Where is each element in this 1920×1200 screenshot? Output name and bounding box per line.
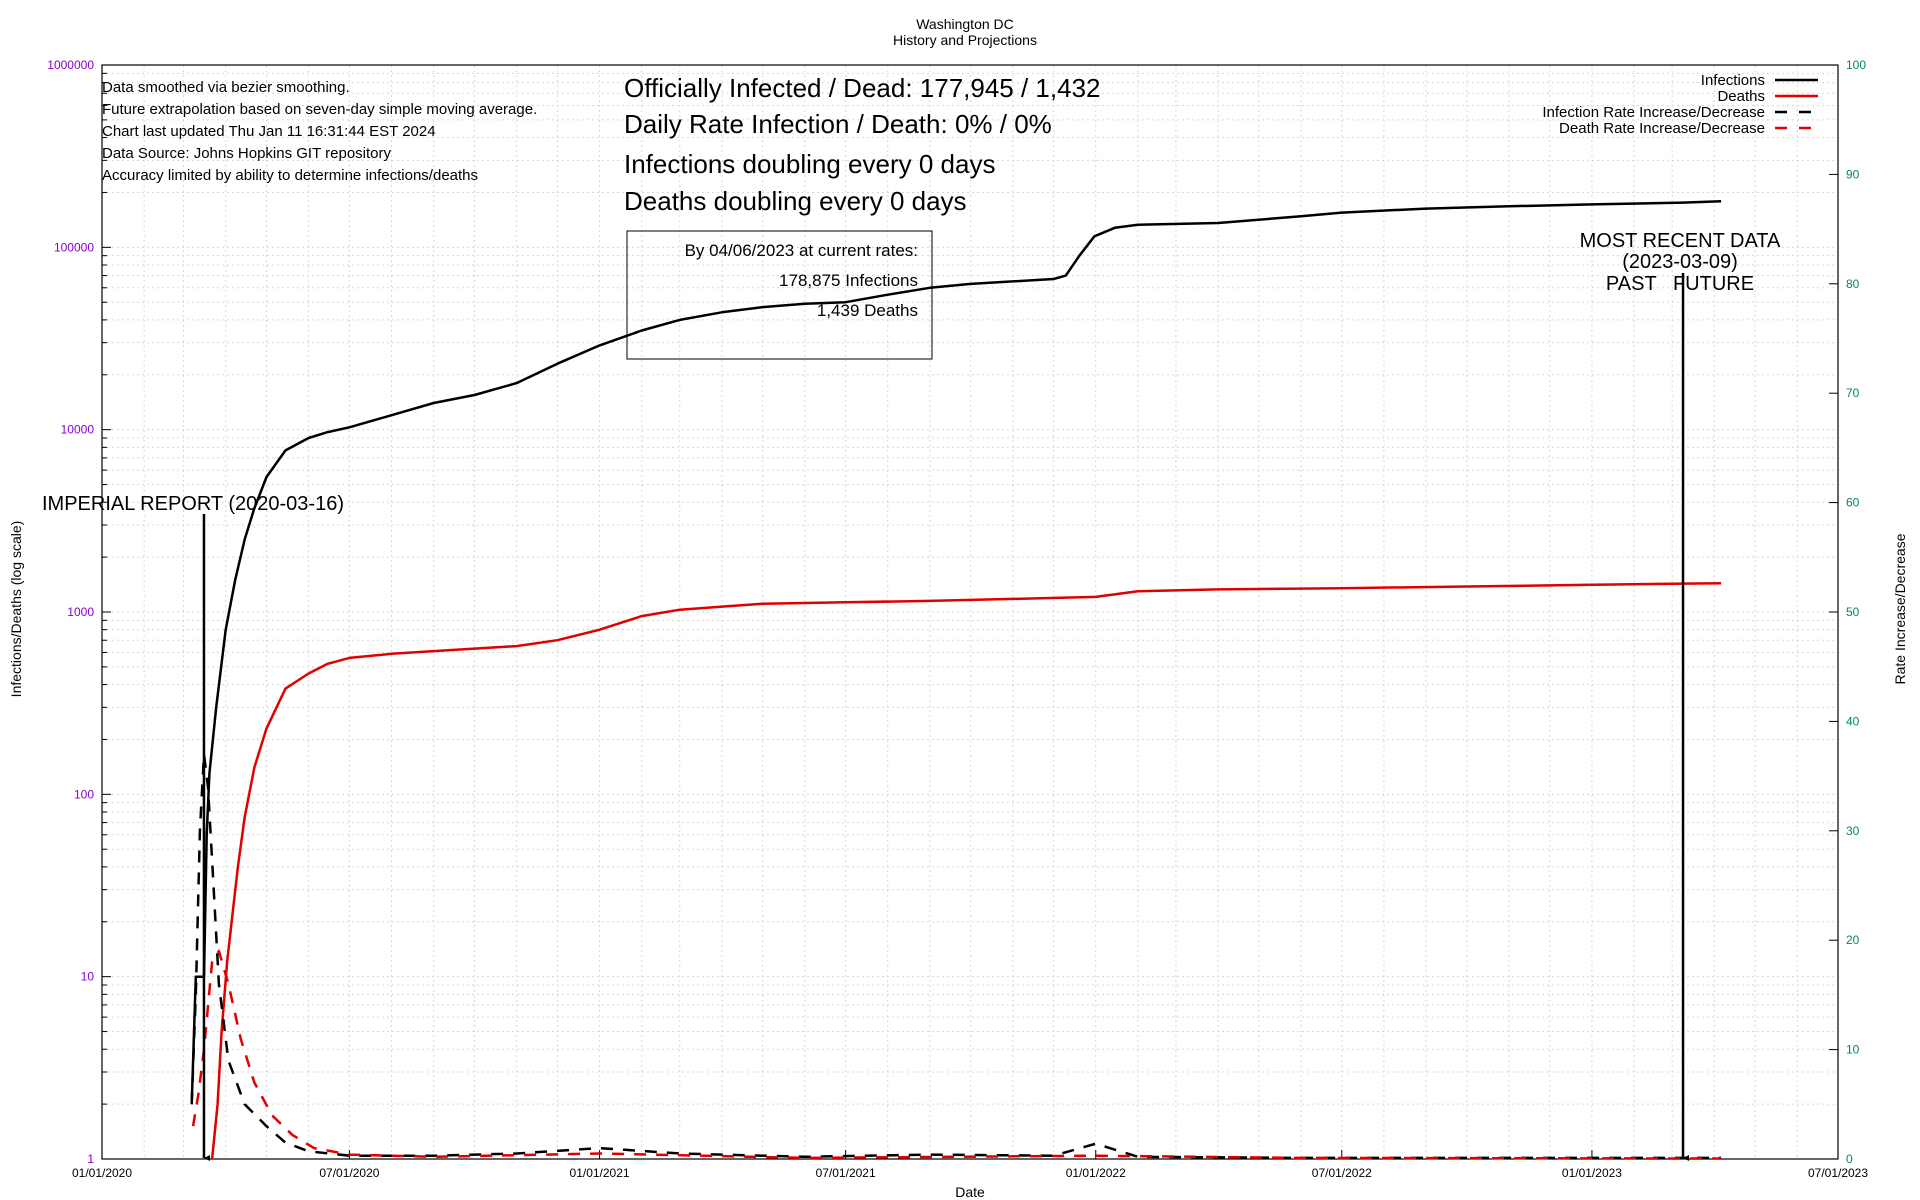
info-line-5: Accuracy limited by ability to determine… <box>102 167 478 184</box>
info-line-3: Chart last updated Thu Jan 11 16:31:44 E… <box>102 123 436 140</box>
x-axis-label: Date <box>955 1184 985 1200</box>
y-right-tick-label: 30 <box>1846 824 1860 838</box>
x-tick-label: 07/01/2020 <box>319 1166 379 1180</box>
info-line-4: Data Source: Johns Hopkins GIT repositor… <box>102 145 392 162</box>
legend-label-death-rate: Death Rate Increase/Decrease <box>1559 120 1765 137</box>
y-left-tick-label: 1000000 <box>47 58 94 72</box>
projection-box <box>626 230 933 360</box>
past-future-label: PAST FUTURE <box>1606 273 1754 295</box>
y-left-tick-label: 10000 <box>61 423 95 437</box>
y-axis-left-label: Infections/Deaths (log scale) <box>8 521 24 698</box>
most-recent-date-label: (2023-03-09) <box>1622 251 1738 273</box>
y-left-tick-label: 1000 <box>67 605 94 619</box>
series-lines <box>190 200 1722 1160</box>
y-left-tick-label: 10 <box>81 970 95 984</box>
tick-labels: 01/01/2020 07/01/2020 01/01/2021 07/01/2021… <box>47 58 1868 1180</box>
deaths-line <box>210 581 1722 1160</box>
y-right-tick-label: 20 <box>1846 933 1860 947</box>
legend-label-infection-rate: Infection Rate Increase/Decrease <box>1542 104 1765 121</box>
headline-daily-rate: Daily Rate Infection / Death: 0% / 0% <box>624 109 1052 139</box>
legend-label-infections: Infections <box>1701 72 1765 89</box>
x-tick-label: 07/01/2021 <box>816 1166 876 1180</box>
y-axis-right-label: Rate Increase/Decrease <box>1892 533 1908 684</box>
x-tick-label: 01/01/2020 <box>72 1166 132 1180</box>
death-rate-line <box>191 949 1722 1160</box>
info-line-1: Data smoothed via bezier smoothing. <box>102 79 350 96</box>
grid <box>102 65 1838 1160</box>
projection-heading: By 04/06/2023 at current rates: <box>685 241 918 260</box>
most-recent-data-label: MOST RECENT DATA <box>1580 230 1781 252</box>
x-tick-label: 01/01/2021 <box>570 1166 630 1180</box>
y-right-tick-label: 60 <box>1846 496 1860 510</box>
legend-label-deaths: Deaths <box>1717 88 1765 105</box>
projection-infections: 178,875 Infections <box>779 271 918 290</box>
headline-death-doubling: Deaths doubling every 0 days <box>624 186 967 216</box>
info-line-2: Future extrapolation based on seven-day … <box>102 101 537 118</box>
infections-line <box>190 200 1722 1105</box>
legend: Infections Deaths Infection Rate Increas… <box>1542 72 1818 137</box>
chart-title: Washington DC <box>916 16 1014 32</box>
y-left-tick-label: 100000 <box>54 240 94 254</box>
chart-subtitle: History and Projections <box>893 32 1037 48</box>
x-tick-label: 07/01/2023 <box>1808 1166 1868 1180</box>
imperial-report-label: IMPERIAL REPORT (2020-03-16) <box>42 493 344 515</box>
y-left-tick-label: 1 <box>87 1152 94 1166</box>
x-tick-label: 07/01/2022 <box>1312 1166 1372 1180</box>
headline-totals: Officially Infected / Dead: 177,945 / 1,… <box>624 73 1101 103</box>
projection-deaths: 1,439 Deaths <box>817 301 918 320</box>
headline-infection-doubling: Infections doubling every 0 days <box>624 149 995 179</box>
y-right-tick-label: 70 <box>1846 386 1860 400</box>
y-right-tick-label: 100 <box>1846 58 1866 72</box>
y-left-tick-label: 100 <box>74 787 94 801</box>
infection-rate-line <box>190 752 1722 1160</box>
y-right-tick-label: 90 <box>1846 167 1860 181</box>
x-tick-label: 01/01/2023 <box>1562 1166 1622 1180</box>
y-right-tick-label: 10 <box>1846 1043 1860 1057</box>
x-tick-label: 01/01/2022 <box>1066 1166 1126 1180</box>
y-right-tick-label: 80 <box>1846 277 1860 291</box>
y-right-tick-label: 0 <box>1846 1152 1853 1166</box>
y-right-tick-label: 50 <box>1846 605 1860 619</box>
y-right-tick-label: 40 <box>1846 714 1860 728</box>
